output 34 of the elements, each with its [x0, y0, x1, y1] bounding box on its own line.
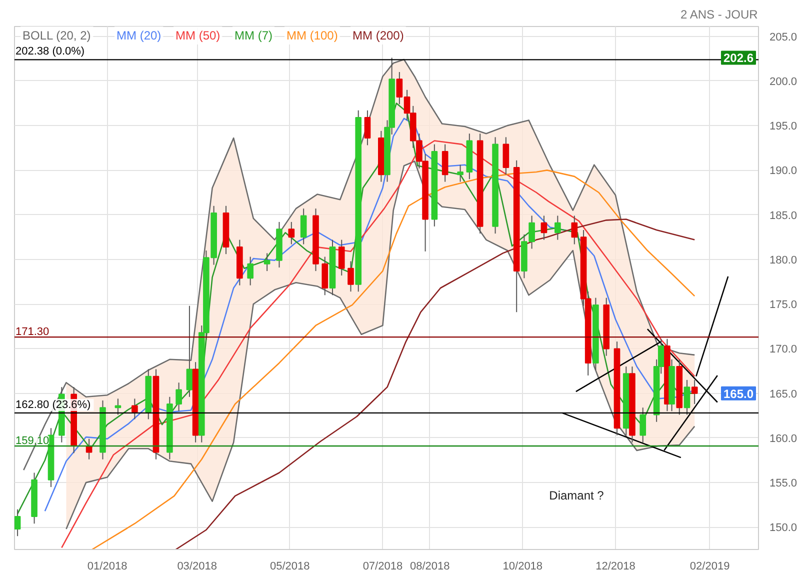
- x-tick-label: 05/2018: [270, 560, 310, 572]
- annotation: 202.6: [723, 51, 754, 66]
- x-tick-label: 10/2018: [502, 560, 543, 572]
- y-tick-label: 175.0: [770, 299, 798, 312]
- text: MM (200): [352, 28, 404, 42]
- text: MM (50): [176, 28, 220, 42]
- text: MM (7): [234, 28, 272, 42]
- ref-line-label: 162.80 (23.6%): [16, 398, 91, 411]
- y-tick-label: 160.0: [770, 432, 798, 445]
- ref-line-label: 159.10: [16, 434, 50, 447]
- y-tick-label: 205.0: [770, 31, 798, 44]
- chart-subtitle: 2 ANS - JOUR: [680, 8, 758, 22]
- x-tick-label: 02/2019: [690, 560, 730, 572]
- annotation: BOLL (20, 2): [22, 28, 91, 42]
- y-tick-label: 185.0: [770, 210, 798, 222]
- y-tick-label: 195.0: [770, 120, 798, 133]
- y-tick-label: 155.0: [770, 478, 798, 490]
- x-tick-label: 07/2018: [362, 560, 403, 572]
- y-tick-label: 150.0: [770, 522, 798, 534]
- x-tick-label: 08/2018: [410, 560, 450, 572]
- ref-line-label: 171.30: [16, 326, 50, 338]
- y-tick-label: 200.0: [770, 76, 798, 88]
- x-tick-label: 01/2018: [87, 560, 128, 572]
- text: MM (100): [286, 28, 338, 42]
- ref-line-label: 202.38 (0.0%): [16, 46, 85, 58]
- x-tick-label: 03/2018: [177, 560, 217, 572]
- annotation: Diamant ?: [549, 488, 604, 502]
- text: MM (20): [116, 28, 162, 42]
- annotation: 165.0: [723, 386, 754, 401]
- y-tick-label: 190.0: [770, 165, 798, 178]
- y-tick-label: 165.0: [770, 388, 798, 400]
- x-tick-label: 12/2018: [596, 560, 636, 572]
- y-tick-label: 170.0: [770, 344, 798, 356]
- y-tick-label: 180.0: [770, 254, 798, 266]
